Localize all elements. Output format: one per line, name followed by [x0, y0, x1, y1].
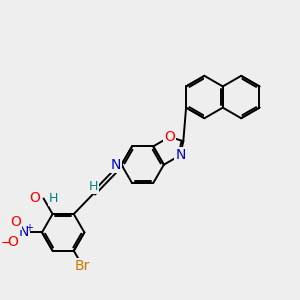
- Text: H: H: [49, 192, 58, 205]
- Text: Br: Br: [75, 260, 91, 273]
- Text: H: H: [89, 180, 98, 194]
- Text: +: +: [25, 223, 33, 233]
- Text: N: N: [19, 225, 29, 239]
- Text: N: N: [111, 158, 121, 172]
- Text: N: N: [175, 148, 185, 162]
- Text: O: O: [29, 191, 40, 206]
- Text: O: O: [164, 130, 175, 144]
- Text: −: −: [1, 237, 12, 250]
- Text: O: O: [8, 235, 18, 249]
- Text: O: O: [10, 215, 21, 229]
